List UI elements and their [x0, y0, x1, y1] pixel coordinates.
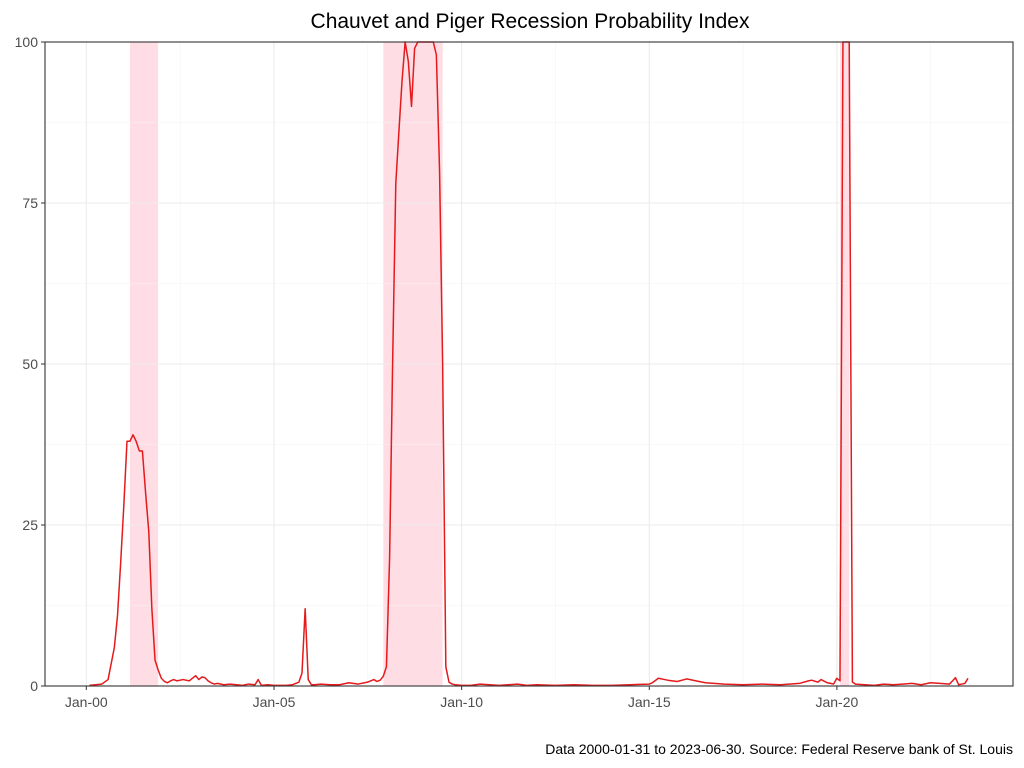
grid-layer — [45, 41, 1013, 687]
chart-caption: Data 2000-01-31 to 2023-06-30. Source: F… — [545, 741, 1013, 757]
y-tick-label: 100 — [15, 34, 39, 50]
y-tick-label: 75 — [22, 195, 38, 211]
chart-title: Chauvet and Piger Recession Probability … — [311, 10, 750, 33]
recession-probability-line — [89, 41, 969, 687]
y-tick-label: 50 — [22, 356, 38, 372]
y-tick-label: 0 — [30, 678, 38, 694]
x-tick-label: Jan-05 — [253, 694, 296, 710]
x-tick-label: Jan-00 — [65, 694, 108, 710]
x-axis: Jan-00 Jan-05 Jan-10 Jan-15 Jan-20 — [65, 686, 859, 710]
series-layer — [89, 41, 969, 687]
x-tick-label: Jan-10 — [440, 694, 483, 710]
y-tick-label: 25 — [22, 517, 38, 533]
y-axis: 0 25 50 75 100 — [15, 34, 45, 694]
x-tick-label: Jan-20 — [815, 694, 858, 710]
x-tick-label: Jan-15 — [628, 694, 671, 710]
